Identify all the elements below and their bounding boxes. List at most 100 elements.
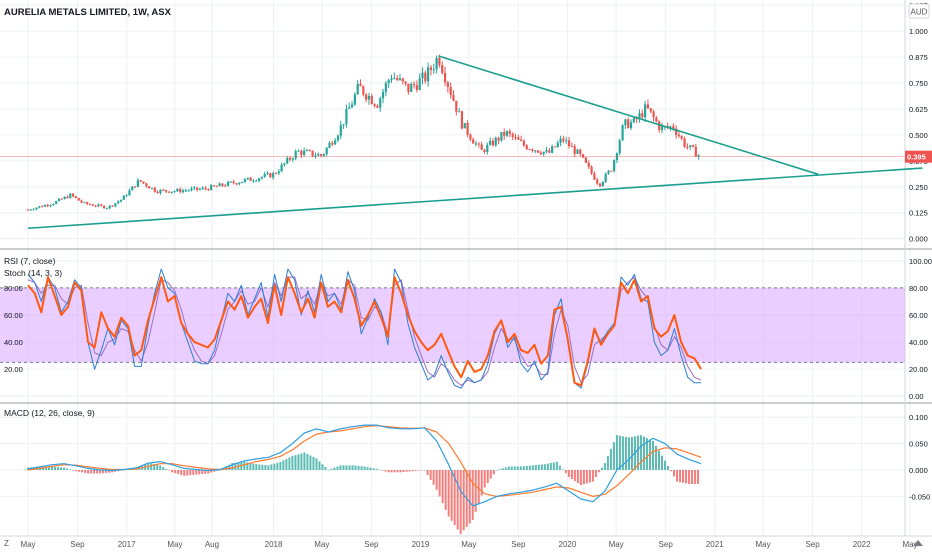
candle-body [215,186,218,188]
macd-histogram-bar [276,462,279,470]
macd-histogram-bar [150,463,153,470]
candle-body [466,122,469,135]
time-tick-label: Aug [205,540,219,549]
candle-body [390,78,393,81]
macd-line [27,424,702,507]
candle-body [381,91,385,99]
candle-body [303,150,306,155]
candle-body [283,163,286,165]
macd-histogram-bar [561,469,564,470]
macd-histogram-bar [303,452,306,470]
macd-histogram-bar [111,470,114,473]
candle-body [181,190,185,193]
trendline[interactable] [438,55,819,176]
last-price-badge[interactable] [905,150,932,163]
candle-body [26,209,30,211]
candle-body [424,72,427,82]
macd-histogram-bar [474,470,477,512]
macd-histogram-bar [570,470,573,480]
trendline[interactable] [27,167,923,230]
candle-body [649,108,652,112]
macd-histogram-bar [540,464,543,470]
candle-body [226,181,230,186]
macd-histogram-bar [300,453,303,470]
candle-body [551,146,554,153]
candle-body [179,188,182,193]
macd-histogram-bar [426,470,429,475]
axis-tick-label: 0.750 [909,79,928,88]
macd-histogram-bar [330,468,333,470]
macd-histogram-bar [591,470,594,482]
rsi-legend[interactable]: RSI (7, close) [4,256,56,266]
macd-histogram-bar [297,454,300,470]
macd-histogram-bar [664,460,667,470]
candle-body [370,95,373,105]
macd-histogram-bar [468,470,471,524]
candle-body [300,150,303,155]
macd-histogram-bar [411,470,414,472]
axis-tick-label: 0.625 [909,105,928,114]
candle-body [167,191,170,193]
candle-body [680,136,683,139]
macd-histogram-bar [78,470,81,472]
candle-body [503,132,506,136]
macd-histogram-bar [198,470,201,475]
time-tick-label: 2021 [706,540,724,549]
candle-body [621,125,624,141]
time-tick-label: May [902,540,917,549]
macd-histogram-bar [658,450,661,470]
stoch-legend[interactable]: Stoch (14, 3, 3) [4,268,62,278]
macd-histogram-bar [249,463,252,470]
rsi-band: 80.00 60.00 40.00 20.00 [0,284,905,374]
time-tick-label: May [609,540,624,549]
candle-body [379,98,382,108]
macd-histogram-bar [567,470,570,477]
candle-body [38,206,41,208]
candle-body [367,95,371,100]
candle-body [644,104,647,118]
macd-histogram-bar [324,467,327,470]
zoom-icon[interactable]: Z [4,539,9,548]
axis-tick-label: 100.00 [909,257,932,266]
candle-body [97,204,100,207]
axis-tick-label: 0.000 [909,235,928,244]
candle-body [150,187,154,189]
up-arrow-icon[interactable] [913,540,923,546]
macd-histogram-bar [81,470,84,473]
macd-histogram-bar [552,462,555,470]
candle-body [376,105,379,108]
candle-body [508,131,511,134]
macd-histogram-bar [294,455,297,470]
candle-body [297,150,300,152]
currency-badge[interactable] [908,3,930,19]
macd-histogram-bar [315,458,318,470]
candle-body [449,86,452,95]
candle-body [57,198,61,202]
axis-tick-label: 0.125 [909,209,928,218]
macd-legend[interactable]: MACD (12, 26, close, 9) [4,408,95,418]
macd-histogram-bar [216,470,219,471]
macd-histogram-bar [387,470,390,473]
candle-body [162,189,165,191]
candle-body [477,143,480,145]
candle-body [136,180,139,187]
axis-tick-label: -0.050 [909,492,930,501]
macd-histogram-bar [438,470,441,497]
candle-body [412,83,416,86]
candle-body [584,157,588,163]
candle-body [393,78,396,80]
candle-body [353,94,356,105]
candle-body [421,72,424,79]
macd-histogram-bar [90,470,93,474]
candle-body [334,140,337,145]
candle-body [322,154,325,156]
macd-histogram-bar [255,464,258,470]
axis-tick-label: 0.000 [909,466,928,475]
time-tick-label: 2019 [412,540,430,549]
macd-axis: 0.100 0.050 0.000 -0.050 [909,413,930,501]
candle-body [497,137,500,141]
macd-histogram-bar [615,435,618,470]
macd-histogram-bar [525,465,528,470]
candle-body [187,190,190,192]
